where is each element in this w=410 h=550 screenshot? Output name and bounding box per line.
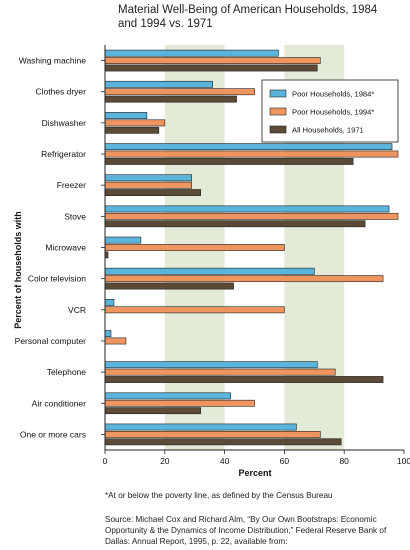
legend-swatch xyxy=(269,107,287,116)
category-label: Color television xyxy=(28,274,86,284)
bar xyxy=(104,57,321,64)
x-tick-label: 80 xyxy=(339,456,349,466)
legend-label: All Households, 1971 xyxy=(292,126,364,135)
category-label: Microwave xyxy=(45,243,86,253)
legend: Poor Households, 1984* Poor Households, 1… xyxy=(261,79,399,143)
x-axis-title: Percent xyxy=(238,468,272,478)
category-label: Personal computer xyxy=(15,336,87,346)
category-label: VCR xyxy=(68,305,86,315)
bar xyxy=(104,88,255,96)
x-tick-label: 100 xyxy=(397,456,410,466)
category-label: Stove xyxy=(64,211,86,221)
bar xyxy=(104,174,193,182)
x-tick-label: 0 xyxy=(103,456,108,466)
bar xyxy=(104,431,321,438)
bar xyxy=(104,376,384,383)
bar xyxy=(104,330,112,337)
category-label: Refrigerator xyxy=(41,149,86,159)
bar xyxy=(104,212,399,220)
bar xyxy=(104,368,336,376)
bar xyxy=(104,95,237,103)
y-axis-title: Percent of households with xyxy=(13,211,23,329)
category-label: Clothes dryer xyxy=(35,87,86,97)
bar xyxy=(104,407,201,415)
footnote: *At or below the poverty line, as define… xyxy=(105,491,333,500)
x-tick-label: 60 xyxy=(280,456,290,466)
bar xyxy=(104,337,127,345)
bar xyxy=(104,143,393,151)
bar xyxy=(104,189,201,196)
bar xyxy=(104,181,193,189)
bar xyxy=(104,361,318,369)
bar xyxy=(104,150,399,158)
legend-swatch xyxy=(269,125,287,134)
bar xyxy=(104,299,115,306)
bar xyxy=(104,49,279,57)
bar xyxy=(104,236,142,244)
chart-title: Material Well-Being of American Househol… xyxy=(118,4,378,30)
bar xyxy=(104,282,234,290)
bar xyxy=(104,306,285,314)
category-label: Freezer xyxy=(57,180,86,190)
legend-label: Poor Households, 1994* xyxy=(292,108,374,117)
category-label: Washing machine xyxy=(19,56,87,66)
bar xyxy=(104,158,354,165)
bar xyxy=(104,80,213,88)
x-tick-label: 40 xyxy=(220,456,230,466)
category-label: One or more cars xyxy=(20,429,86,439)
bar xyxy=(104,112,148,119)
bar xyxy=(104,438,342,446)
bar xyxy=(104,267,315,275)
bar xyxy=(104,244,285,251)
category-label: Telephone xyxy=(47,367,87,377)
bar xyxy=(104,126,160,134)
bar xyxy=(104,423,297,431)
bar xyxy=(104,392,231,400)
category-label: Air conditioner xyxy=(32,398,87,408)
bar xyxy=(104,275,384,283)
chart-svg: Washing machine Clothes dryer Dishwasher Re… xyxy=(15,45,410,466)
bar xyxy=(104,399,255,407)
bar xyxy=(104,220,366,228)
x-tick-label: 20 xyxy=(160,456,170,466)
legend-swatch xyxy=(269,89,287,98)
source-note: Source: Michael Cox and Richard Alm, “By… xyxy=(105,515,387,546)
bar xyxy=(104,205,390,213)
category-label: Dishwasher xyxy=(42,118,87,128)
legend-label: Poor Households, 1984* xyxy=(292,90,374,99)
bar xyxy=(104,64,318,72)
bar xyxy=(104,119,166,127)
